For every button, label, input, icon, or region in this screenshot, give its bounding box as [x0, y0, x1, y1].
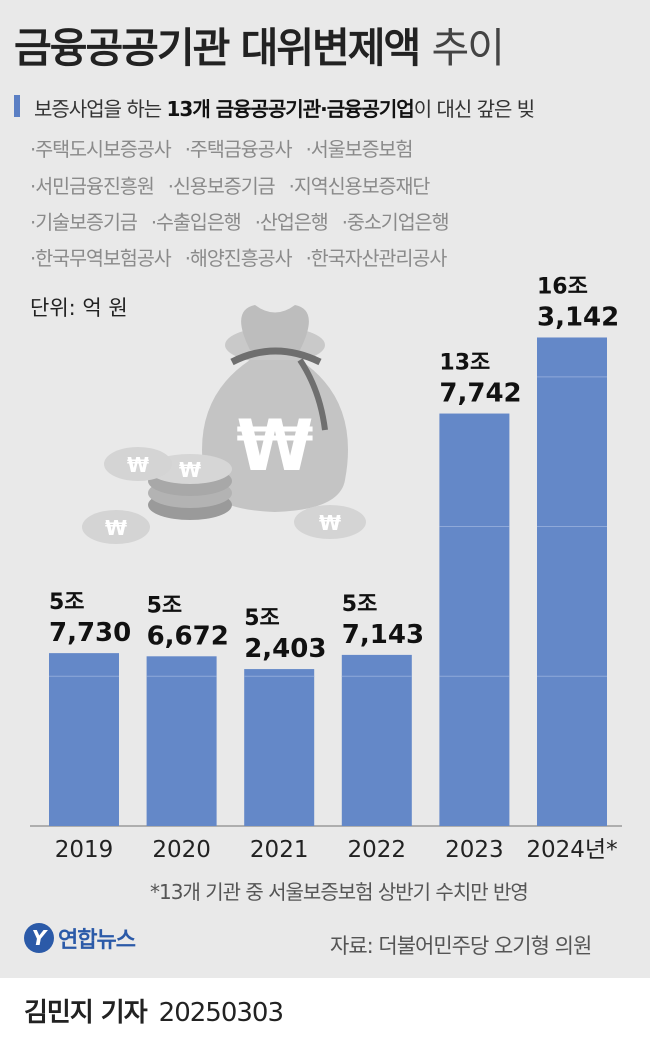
- title-bold: 금융공공기관 대위변제액: [14, 24, 421, 72]
- footnote: *13개 기관 중 서울보증보험 상반기 수치만 반영: [150, 880, 529, 904]
- institution-name: ·수출입은행: [150, 211, 242, 234]
- value-label-eok: 2,403: [244, 634, 326, 664]
- value-label-eok: 7,742: [439, 379, 521, 409]
- institution-name: ·기술보증기금: [30, 211, 138, 234]
- value-label-jo: 5조: [147, 593, 183, 618]
- logo-text: 연합뉴스: [58, 928, 136, 953]
- chart-title: 금융공공기관 대위변제액 추이: [14, 14, 505, 74]
- institution-name: ·한국자산관리공사: [305, 247, 448, 270]
- institution-row-3: ·기술보증기금 ·수출입은행 ·산업은행 ·중소기업은행: [30, 206, 463, 235]
- svg-text:₩: ₩: [236, 405, 313, 487]
- yonhap-logo: Y 연합뉴스: [24, 922, 136, 962]
- value-label-jo: 5조: [49, 590, 85, 615]
- institution-row-1: ·주택도시보증공사 ·주택금융공사 ·서울보증보험: [30, 133, 426, 162]
- value-label-eok: 6,672: [147, 621, 229, 651]
- value-label-jo: 13조: [439, 351, 490, 376]
- reporter-name: 김민지 기자: [24, 998, 148, 1028]
- subtitle-bold: 13개 금융공공기관·금융공기업: [166, 97, 415, 121]
- subtitle: 보증사업을 하는 13개 금융공공기관·금융공기업이 대신 갚은 빚: [14, 93, 535, 122]
- unit-label: 단위: 억 원: [30, 296, 128, 320]
- institution-name: ·중소기업은행: [341, 211, 450, 234]
- subtitle-accent-bar: [14, 95, 20, 117]
- bar-2020: [146, 656, 217, 826]
- svg-text:₩: ₩: [105, 516, 127, 540]
- institution-name: ·서민금융진흥원: [30, 175, 155, 198]
- value-label-eok: 7,730: [49, 618, 131, 648]
- bar-2023: [439, 413, 510, 826]
- institution-name: ·주택도시보증공사: [30, 138, 172, 161]
- bar-2024: [537, 337, 607, 826]
- title-light: 추이: [431, 24, 504, 72]
- institution-row-2: ·서민금융진흥원 ·신용보증기금 ·지역신용보증재단: [30, 170, 443, 199]
- institution-name: ·지역신용보증재단: [288, 175, 431, 198]
- institution-name: ·해양진흥공사: [184, 247, 293, 270]
- value-label-jo: 16조: [537, 274, 588, 299]
- source: 자료: 더불어민주당 오기형 의원: [330, 934, 592, 958]
- value-label-eok: 3,142: [537, 302, 619, 332]
- subtitle-prefix: 보증사업을 하는: [34, 97, 167, 121]
- reporter-byline: 김민지 기자 20250303: [24, 992, 284, 1029]
- institution-name: ·주택금융공사: [184, 138, 293, 161]
- money-bag-icon: ₩: [202, 305, 348, 512]
- coins-icon: ₩ ₩ ₩ ₩: [82, 447, 366, 544]
- institution-row-4: ·한국무역보험공사 ·해양진흥공사 ·한국자산관리공사: [30, 242, 460, 271]
- bar-2022: [341, 654, 412, 826]
- bar-chart: ₩ ₩ ₩ ₩ ₩ 5조 7,730 2019 5조 6,672 2020 5조 2,403 2…: [30, 274, 622, 863]
- x-tick-label: 2024년*: [526, 837, 617, 863]
- institution-name: ·서울보증보험: [305, 138, 414, 161]
- institution-name: ·한국무역보험공사: [30, 247, 172, 270]
- logo-mark-icon: Y: [24, 923, 54, 953]
- bar-2021: [244, 669, 315, 826]
- svg-text:₩: ₩: [179, 458, 201, 482]
- value-label-jo: 5조: [244, 606, 280, 631]
- svg-text:₩: ₩: [127, 453, 149, 477]
- institution-name: ·산업은행: [254, 211, 329, 234]
- x-tick-label: 2019: [55, 837, 114, 863]
- bars-group: 5조 7,730 2019 5조 6,672 2020 5조 2,403 2021 5조 7,143…: [49, 274, 619, 863]
- x-tick-label: 2021: [250, 837, 309, 863]
- value-label-jo: 5조: [342, 592, 378, 617]
- x-tick-label: 2023: [445, 837, 504, 863]
- svg-text:₩: ₩: [319, 511, 341, 535]
- subtitle-suffix: 이 대신 갚은 빚: [413, 97, 535, 121]
- x-tick-label: 2020: [152, 837, 211, 863]
- publish-date: 20250303: [158, 998, 284, 1028]
- x-tick-label: 2022: [348, 837, 407, 863]
- value-label-eok: 7,143: [342, 620, 424, 650]
- bar-2019: [49, 653, 119, 826]
- institution-name: ·신용보증기금: [167, 175, 276, 198]
- byline-strip: [0, 978, 650, 1040]
